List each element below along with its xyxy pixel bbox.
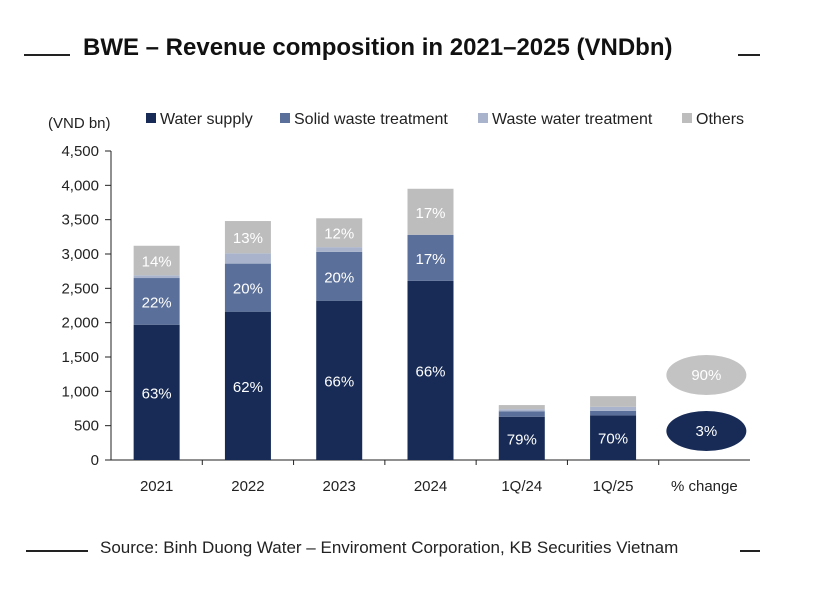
legend-swatch [146, 113, 156, 123]
bar-segment [590, 396, 637, 407]
legend-label: Solid waste treatment [294, 111, 448, 128]
bar-segment [224, 311, 271, 460]
title-row: BWE – Revenue composition in 2021–2025 (… [0, 28, 824, 72]
bar-segment [316, 218, 363, 248]
y-tick-label: 3,500 [61, 212, 99, 229]
x-tick-label: 1Q/24 [501, 478, 542, 495]
x-tick-label: 2021 [140, 478, 173, 495]
title-rule-right [738, 54, 760, 56]
percent-change-bubble [666, 411, 747, 451]
bar-data-label: 20% [233, 281, 263, 298]
legend-swatch [280, 113, 290, 123]
chart-title: BWE – Revenue composition in 2021–2025 (… [83, 34, 673, 61]
y-tick-label: 3,000 [61, 246, 99, 263]
source-rule-right [740, 550, 760, 552]
bar-data-label: 66% [324, 373, 354, 390]
bar-segment [590, 415, 637, 460]
bar-segment [498, 416, 545, 460]
source-rule-left [26, 550, 88, 552]
bar-segment [590, 410, 637, 416]
bar-data-label: 70% [598, 431, 628, 448]
x-tick-label: 2022 [231, 478, 264, 495]
bar-segment [133, 324, 180, 460]
source-note: Source: Binh Duong Water – Enviroment Co… [100, 538, 679, 557]
bar-segment [224, 253, 271, 264]
bar-segment [498, 405, 545, 410]
bar-segment [407, 280, 454, 460]
bar-segment [407, 234, 454, 281]
bar-segment [498, 411, 545, 417]
bar-data-label: 13% [233, 230, 263, 247]
bar-segment [316, 300, 363, 460]
y-tick-label: 500 [74, 418, 99, 435]
legend-swatch [478, 113, 488, 123]
legend-swatch [682, 113, 692, 123]
x-tick-label: % change [671, 478, 738, 495]
bar-data-label: 62% [233, 379, 263, 396]
legend-label: Waste water treatment [492, 111, 653, 128]
bar-segment [133, 275, 180, 279]
y-tick-label: 4,000 [61, 177, 99, 194]
y-tick-label: 0 [91, 452, 99, 469]
bar-segment [224, 263, 271, 312]
x-tick-label: 1Q/25 [593, 478, 634, 495]
bar-data-label: 12% [324, 226, 354, 243]
bar-data-label: 22% [142, 294, 172, 311]
bar-segment [590, 406, 637, 411]
bar-segment [498, 409, 545, 412]
bar-segment [316, 247, 363, 252]
y-tick-label: 1,000 [61, 383, 99, 400]
bar-segment [407, 188, 454, 235]
chart: Water supply Solid waste treatment Waste w… [48, 111, 750, 495]
bar-data-label: 17% [415, 205, 445, 222]
x-tick-label: 2023 [323, 478, 356, 495]
percent-change-label: 90% [691, 367, 721, 384]
title-rule-left [24, 54, 70, 56]
bar-segment [133, 245, 180, 276]
y-axis-unit-label: (VND bn) [48, 115, 111, 132]
y-tick-label: 4,500 [61, 143, 99, 160]
bar-data-label: 20% [324, 269, 354, 286]
bar-data-label: 17% [415, 251, 445, 268]
percent-change-bubble [666, 355, 747, 395]
bar-segment [224, 221, 271, 254]
bar-data-label: 79% [507, 431, 537, 448]
percent-change-label: 3% [696, 423, 718, 440]
y-tick-label: 2,000 [61, 315, 99, 332]
y-tick-label: 2,500 [61, 280, 99, 297]
source-row: Source: Binh Duong Water – Enviroment Co… [0, 538, 824, 564]
legend-label: Others [696, 111, 744, 128]
bar-data-label: 14% [142, 254, 172, 271]
bar-data-label: 63% [142, 385, 172, 402]
bar-segment [316, 251, 363, 301]
bar-data-label: 66% [415, 363, 445, 380]
legend-label: Water supply [160, 111, 253, 128]
x-tick-label: 2024 [414, 478, 447, 495]
y-tick-label: 1,500 [61, 349, 99, 366]
bar-segment [133, 278, 180, 325]
